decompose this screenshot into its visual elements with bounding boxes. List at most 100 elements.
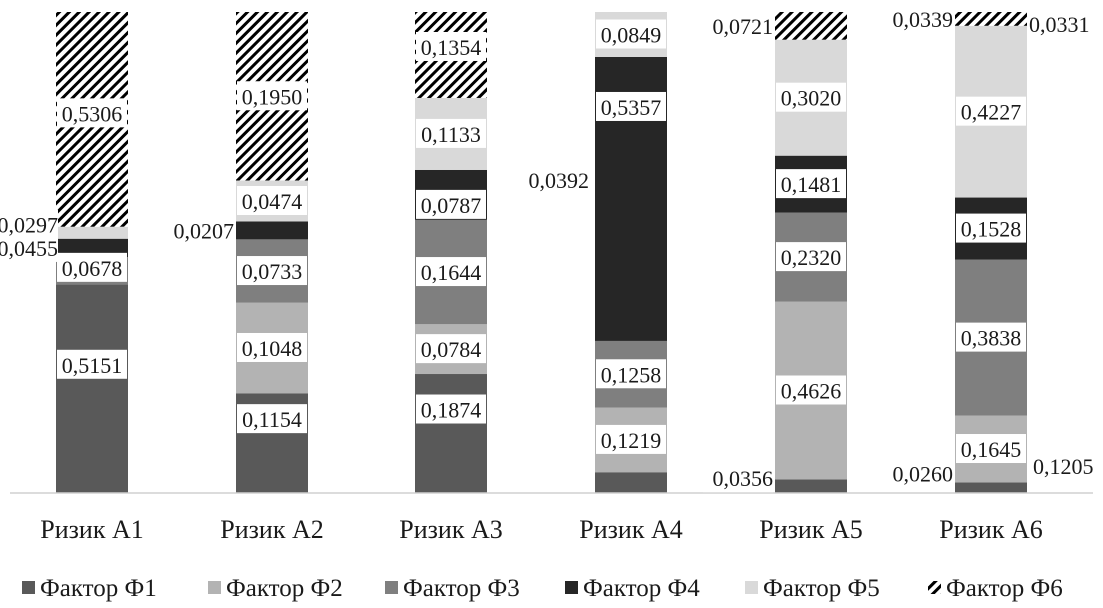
data-label-2-1: 0,1154 bbox=[242, 407, 302, 432]
x-axis-labels: Ризик А1 Ризик А2 Ризик А3 Ризик А4 Ризик А5… bbox=[40, 515, 1042, 544]
data-label-5-3: 0,2320 bbox=[781, 245, 842, 270]
data-label-3-5: 0,1133 bbox=[421, 122, 481, 147]
data-label-6-6: 0,0339 bbox=[893, 7, 954, 32]
data-label-6-1: 0,0260 bbox=[893, 462, 954, 487]
data-label-3-3-bg bbox=[416, 257, 486, 287]
data-label-5-1: 0,0356 bbox=[713, 466, 774, 491]
data-label-3-1-bg bbox=[416, 394, 486, 424]
data-label-5-4: 0,1481 bbox=[781, 172, 842, 197]
data-label-6-5-bg bbox=[956, 96, 1026, 126]
data-label-extra-1-bg bbox=[519, 165, 589, 194]
legend-label-2: Фактор Ф2 bbox=[226, 575, 343, 602]
data-label-6-2: 0,1645 bbox=[961, 437, 1022, 462]
data-label-1-1: 0,5151 bbox=[62, 353, 123, 378]
data-label-3-5-bg bbox=[416, 118, 486, 148]
data-label-2-5-bg bbox=[237, 185, 307, 215]
data-label-2-4: 0,0207 bbox=[174, 218, 235, 243]
legend-label-5: Фактор Ф5 bbox=[763, 575, 880, 602]
data-labels-layer: 0,5151 0,1154 0,1874 0,0356 0,0260 0,1048 0,07… bbox=[0, 3, 1103, 493]
data-label-3-6-bg bbox=[416, 31, 486, 61]
legend-label-6: Фактор Ф6 bbox=[946, 575, 1063, 602]
data-label-6-3-bg bbox=[956, 322, 1026, 352]
x-tick-label-4: Ризик А4 bbox=[579, 515, 682, 544]
bar-segment-4-1 bbox=[595, 472, 667, 493]
bar-segment-5-1 bbox=[775, 479, 847, 493]
data-label-4-2-bg bbox=[596, 424, 666, 454]
data-label-2-2-bg bbox=[237, 332, 307, 362]
data-label-5-2-bg bbox=[776, 375, 846, 405]
data-label-1-3-bg bbox=[57, 252, 127, 282]
data-label-2-4-bg bbox=[164, 215, 234, 245]
data-label-5-2: 0,4626 bbox=[781, 378, 842, 403]
legend-label-1: Фактор Ф1 bbox=[40, 575, 157, 602]
data-label-6-4: 0,1528 bbox=[961, 217, 1022, 242]
legend-swatch-5 bbox=[745, 581, 758, 594]
legend-label-4: Фактор Ф4 bbox=[583, 575, 700, 602]
legend-label-3: Фактор Ф3 bbox=[403, 575, 520, 602]
data-label-extra-3: 0,0331 bbox=[1029, 12, 1090, 37]
data-label-extra-2-bg bbox=[1033, 451, 1103, 480]
data-label-2-6: 0,1950 bbox=[242, 84, 303, 109]
data-label-6-5: 0,4227 bbox=[961, 100, 1022, 125]
data-label-3-4: 0,0787 bbox=[421, 193, 482, 218]
data-label-2-2: 0,1048 bbox=[242, 336, 303, 361]
bar-segment-1-4 bbox=[56, 238, 128, 258]
data-label-2-5: 0,0474 bbox=[242, 189, 303, 214]
data-label-5-4-bg bbox=[776, 169, 846, 199]
data-label-4-4: 0,5357 bbox=[601, 95, 662, 120]
data-label-1-4: 0,0455 bbox=[0, 236, 58, 261]
data-label-3-4-bg bbox=[416, 189, 486, 219]
data-label-6-6-bg bbox=[883, 3, 953, 33]
bar-segment-5-6 bbox=[775, 12, 847, 40]
data-label-4-5: 0,0849 bbox=[601, 22, 662, 47]
data-label-5-1-bg bbox=[703, 463, 773, 493]
data-label-2-3-bg bbox=[237, 256, 307, 286]
bar-segment-3-1 bbox=[415, 374, 487, 493]
data-label-3-3: 0,1644 bbox=[421, 260, 482, 285]
bar-segment-2-4 bbox=[236, 221, 308, 240]
data-label-2-1-bg bbox=[237, 404, 307, 434]
data-label-6-2-bg bbox=[956, 434, 1026, 464]
data-label-3-2-bg bbox=[416, 334, 486, 364]
legend-swatch-1 bbox=[22, 581, 35, 594]
data-label-1-1-bg bbox=[57, 349, 127, 379]
data-label-3-1: 0,1874 bbox=[421, 398, 482, 423]
legend-swatch-2 bbox=[208, 581, 221, 594]
data-label-extra-1: 0,0392 bbox=[529, 168, 590, 193]
data-label-2-6-bg bbox=[237, 81, 307, 111]
data-label-3-6: 0,1354 bbox=[421, 35, 482, 60]
data-label-1-5-bg bbox=[0, 209, 58, 239]
data-label-4-2: 0,1219 bbox=[601, 428, 662, 453]
data-label-3-2: 0,0784 bbox=[421, 337, 482, 362]
bar-segment-1-5 bbox=[56, 226, 128, 239]
data-label-5-6: 0,0721 bbox=[713, 14, 774, 39]
x-tick-label-6: Ризик А6 bbox=[939, 515, 1042, 544]
x-tick-label-3: Ризик А3 bbox=[399, 515, 502, 544]
data-label-5-5-bg bbox=[776, 82, 846, 112]
data-label-5-6-bg bbox=[703, 10, 773, 40]
legend-swatch-6 bbox=[928, 581, 941, 594]
legend-swatch-4 bbox=[565, 581, 578, 594]
bar-segment-6-6 bbox=[955, 12, 1027, 26]
data-label-1-3: 0,0678 bbox=[62, 256, 123, 281]
legend: Фактор Ф1 Фактор Ф2 Фактор Ф3 Фактор Ф4 Факт… bbox=[22, 575, 1063, 602]
bars-layer bbox=[56, 12, 1027, 493]
data-label-4-3-bg bbox=[596, 359, 666, 389]
data-label-1-6: 0,5306 bbox=[62, 101, 123, 126]
data-label-6-4-bg bbox=[956, 213, 1026, 243]
data-label-4-3: 0,1258 bbox=[601, 362, 662, 387]
x-tick-label-2: Ризик А2 bbox=[220, 515, 323, 544]
data-label-extra-3-bg bbox=[1029, 9, 1099, 38]
data-label-2-3: 0,0733 bbox=[242, 259, 303, 284]
data-label-4-4-bg bbox=[596, 91, 666, 121]
legend-swatch-3 bbox=[385, 581, 398, 594]
x-tick-label-1: Ризик А1 bbox=[40, 515, 143, 544]
bar-segment-1-1 bbox=[56, 284, 128, 493]
data-label-1-6-bg bbox=[57, 98, 127, 128]
bar-segment-6-1 bbox=[955, 482, 1027, 493]
data-label-5-3-bg bbox=[776, 242, 846, 272]
data-label-extra-2: 0,1205 bbox=[1033, 454, 1094, 479]
data-label-5-5: 0,3020 bbox=[781, 86, 842, 111]
data-label-4-5-bg bbox=[596, 19, 666, 49]
